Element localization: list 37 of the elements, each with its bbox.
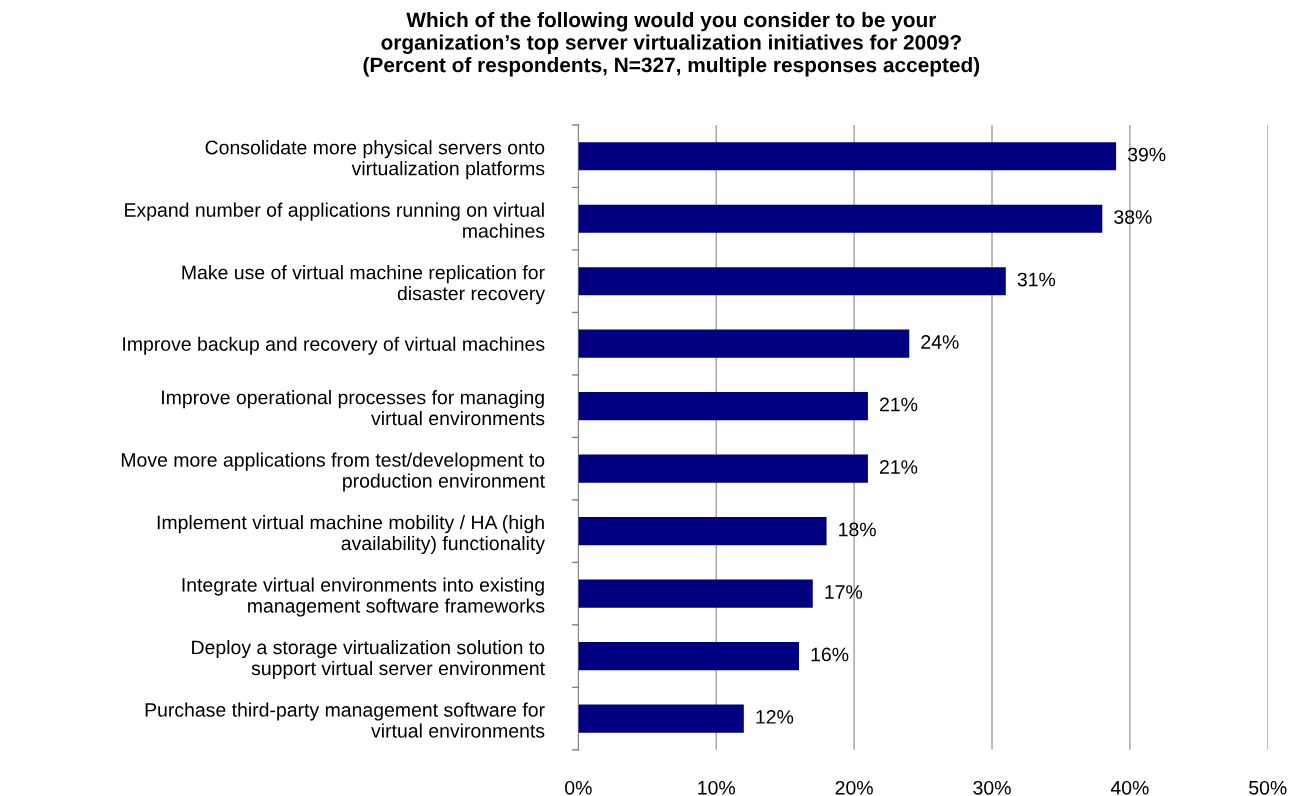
- bar: [578, 579, 813, 608]
- bar: [578, 204, 1103, 233]
- data-label: 18%: [839, 522, 876, 537]
- y-tick-label: Make use of virtual machine replication for disaster recovery: [182, 265, 546, 305]
- data-label: 39%: [1127, 147, 1166, 162]
- bar: [578, 642, 799, 671]
- bar: [578, 704, 744, 733]
- x-tick-label: 10%: [698, 780, 736, 795]
- data-label: 31%: [1017, 272, 1056, 287]
- data-label: 38%: [1114, 210, 1152, 224]
- chart-title: Which of the following would you consider to be your organization’s top server virtualization initiatives for 2009? (Percent of respondents, N=327, multiple responses accepted): [363, 11, 980, 77]
- x-tick-label: 40%: [1110, 780, 1149, 795]
- bar: [578, 517, 827, 546]
- data-label: 21%: [880, 397, 918, 412]
- y-tick-label: Consolidate more physical servers onto virtualization platforms: [205, 140, 545, 180]
- y-tick-label: Expand number of applications running on virtual machines: [125, 202, 545, 238]
- x-tick-label: 0%: [565, 780, 592, 795]
- y-tick-label: Move more applications from test/development to production environment: [121, 452, 545, 492]
- data-label: 17%: [825, 585, 863, 599]
- data-label: 24%: [921, 335, 959, 349]
- y-tick-label: Improve operational processes for managing virtual environments: [162, 390, 545, 426]
- bar: [578, 392, 868, 421]
- y-tick-label: Implement virtual machine mobility / HA (high availability) functionality: [157, 515, 546, 555]
- y-tick-label: Improve backup and recovery of virtual machines: [123, 336, 545, 355]
- y-tick-label: Deploy a storage virtualization solution to support virtual server environment: [192, 639, 545, 680]
- x-tick-label: 20%: [835, 780, 873, 795]
- y-tick-label: Integrate virtual environments into existing management software frameworks: [182, 577, 545, 617]
- bar: [578, 142, 1117, 171]
- data-label: 21%: [880, 460, 918, 474]
- x-tick-label: 30%: [973, 780, 1011, 795]
- bar: [578, 329, 910, 358]
- x-tick-label: 50%: [1249, 780, 1287, 795]
- data-label: 16%: [811, 647, 849, 662]
- bar: [578, 454, 868, 483]
- y-tick-label: Purchase third-party management software for virtual environments: [145, 702, 545, 738]
- bar: [578, 267, 1006, 296]
- data-label: 12%: [756, 710, 794, 724]
